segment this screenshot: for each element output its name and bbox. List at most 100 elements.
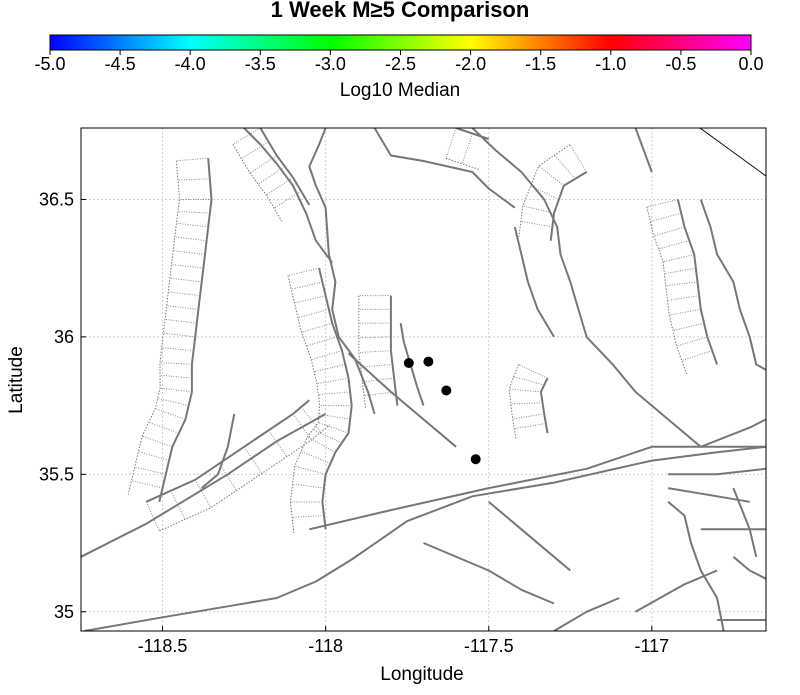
fault-lines [81, 128, 766, 631]
fault-zone-rung [131, 480, 163, 489]
fault-zone-rung [148, 421, 180, 434]
scatter-points [403, 356, 481, 465]
fault-zone-rung [554, 154, 576, 180]
colorbar-tick-label: 0.0 [738, 54, 763, 74]
fault-zone [646, 198, 719, 376]
fault-zone-edge [358, 295, 367, 410]
fault-zone-rung [664, 267, 696, 275]
colorbar [49, 34, 752, 51]
fault-zone-rung [164, 318, 197, 324]
fault-zone-rung [520, 220, 553, 228]
fault-line [635, 569, 718, 613]
fault-line [513, 226, 555, 338]
fault-line [553, 597, 620, 631]
fault-zone-rung [159, 361, 192, 365]
fault-zone-rung [358, 336, 391, 339]
scatter-point [423, 356, 434, 367]
fault-zone-rung [300, 451, 331, 464]
fault-zone-trace [539, 377, 549, 434]
y-tick-label: 35.5 [39, 464, 74, 484]
colorbar-tick-label: -0.5 [665, 54, 696, 74]
scatter-point [441, 385, 452, 396]
y-tick-label: 36 [54, 327, 74, 347]
fault-line [423, 542, 555, 605]
fault-zone-rung [177, 178, 210, 181]
fault-zone-rung [312, 429, 343, 444]
fault-zone-rung [512, 413, 545, 420]
colorbar-tick-label: -1.5 [525, 54, 556, 74]
x-tick-label: -118.5 [138, 636, 188, 656]
x-tick-label: -117.5 [464, 636, 514, 656]
fault-zone-rung [176, 222, 209, 228]
fault-zone-edge [646, 206, 688, 376]
x-axis-label: Longitude [380, 664, 463, 685]
fault-zone-rung [646, 198, 679, 208]
colorbar-tick-label: -2.0 [455, 54, 486, 74]
fault-zone [287, 267, 353, 534]
fault-zone-rung [653, 226, 685, 237]
fault-zone-rung [314, 363, 346, 373]
fault-line [668, 467, 766, 476]
fault-zone-trace [259, 128, 311, 206]
fault-zone-rung [518, 363, 548, 379]
fault-zone-rung [176, 157, 209, 162]
fault-zone-rung [318, 422, 349, 434]
fault-zone-rung [318, 391, 351, 396]
fault-zone-rung [268, 430, 288, 457]
fault-line [308, 128, 376, 415]
fault-zone-rung [243, 446, 263, 474]
fault-zone-rung [510, 402, 543, 405]
fault-zone-rung [569, 144, 588, 173]
fault-zone-rung [155, 408, 186, 420]
colorbar-tick-label: -3.0 [315, 54, 346, 74]
fault-zone-edge [127, 160, 181, 495]
fault-zone-rung [292, 483, 325, 489]
fault-zone-rung [138, 451, 170, 462]
colorbar-tick-label: -1.0 [595, 54, 626, 74]
fault-zone-rung [665, 281, 698, 287]
fault-zones [127, 128, 719, 534]
fault-line [732, 487, 758, 558]
scatter-point [403, 358, 414, 369]
fault-zone-trace [549, 171, 588, 241]
fault-zone [518, 144, 588, 241]
fault-zone-rung [461, 133, 473, 164]
fault-zone-rung [658, 240, 690, 250]
colorbar-tick-label: -2.5 [385, 54, 416, 74]
plot-area [81, 128, 766, 631]
fault-zone-rung [232, 128, 261, 145]
colorbar-ticks: -5.0 -4.5 -4.0 -3.5 -3.0 -2.5 -2.0 -1.5 -1.0 -0.5… [34, 50, 764, 74]
colorbar-tick-label: -4.5 [105, 54, 136, 74]
fault-zone-rung [672, 322, 705, 331]
fault-line [373, 128, 516, 209]
fault-line [84, 445, 766, 631]
fault-zone-trace [389, 295, 399, 406]
fault-zone-trace [318, 267, 353, 530]
fault-zone-rung [174, 236, 207, 242]
fault-zone-trace [158, 158, 213, 503]
fault-zone-rung [157, 397, 189, 407]
fault-zone-rung [161, 347, 194, 352]
colorbar-label: Log10 Median [340, 80, 460, 101]
fault-zone-rung [297, 308, 330, 319]
fault-zone-rung [509, 388, 541, 393]
fault-zone-rung [219, 463, 237, 491]
fault-zone-rung [306, 336, 338, 347]
fault-zone-rung [514, 422, 546, 430]
fault-zone-rung [681, 350, 713, 362]
fault-zone-trace [145, 399, 310, 503]
fault-zone-rung [163, 332, 196, 338]
fault-zone-edge [232, 144, 283, 222]
fault-line [488, 501, 571, 572]
fault-zone-edge [287, 275, 321, 534]
border-line [699, 127, 767, 177]
fault-zone-rung [171, 263, 204, 269]
fault-zone-rung [513, 376, 545, 386]
fault-zone-trace [676, 199, 719, 365]
y-axis-label: Latitude [6, 346, 27, 414]
fault-zone-rung [177, 210, 210, 214]
fault-zone-rung [667, 295, 700, 301]
fault-zone [508, 363, 549, 439]
fault-zone-rung [134, 466, 166, 475]
